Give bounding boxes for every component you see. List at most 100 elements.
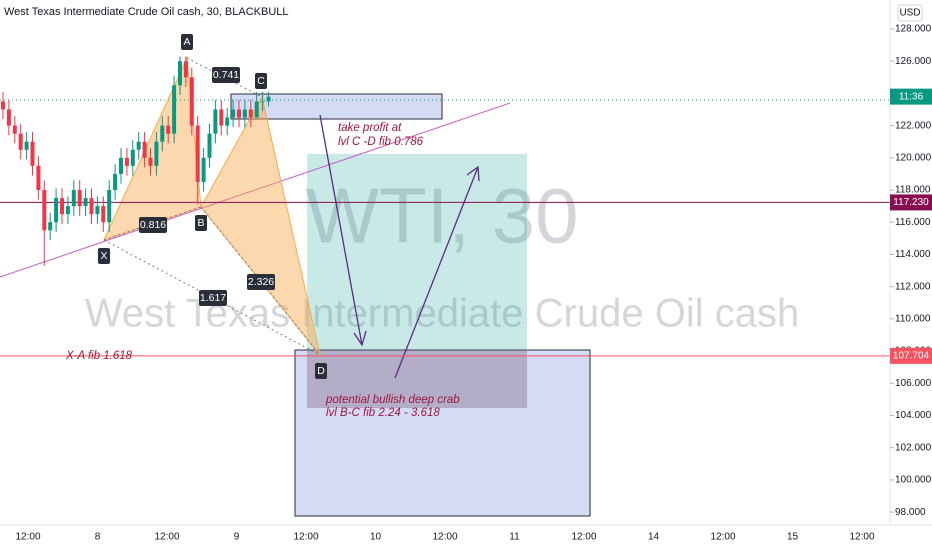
candle-body	[6, 109, 11, 126]
y-tick-label: 112.000	[895, 281, 931, 292]
point-label: B	[197, 217, 204, 229]
candle-body	[124, 157, 129, 166]
candle-body	[113, 173, 118, 191]
candle-body	[77, 190, 82, 207]
price-axis	[890, 0, 932, 550]
annotation: lvl C -D fib 0.786	[338, 136, 424, 148]
annotation: take profit at	[338, 122, 402, 134]
x-tick-label: 12:00	[154, 532, 179, 543]
x-tick-label: 14	[648, 532, 660, 543]
candle-body	[18, 133, 23, 150]
x-tick-label: 12:00	[849, 532, 874, 543]
y-tick-label: 110.000	[895, 314, 931, 325]
candle-body	[60, 198, 64, 215]
point-label: X	[100, 250, 107, 262]
price-line-tag	[890, 347, 932, 364]
x-tick-label: 12:00	[432, 532, 457, 543]
countdown: 11:36	[899, 91, 924, 102]
y-tick-label: 98.000	[895, 507, 926, 518]
candle-body	[48, 222, 53, 231]
candle-body	[142, 141, 147, 158]
candle-body	[83, 198, 88, 207]
x-tick-label: 15	[787, 532, 799, 543]
chart-title: West Texas Intermediate Crude Oil cash, …	[4, 6, 289, 18]
candle-body	[242, 109, 247, 118]
watermark-symbol: WTI, 30	[305, 172, 578, 260]
price-line-label: 107.704	[893, 350, 930, 361]
candle-body	[119, 157, 123, 174]
candle-body	[237, 109, 241, 118]
y-tick-label: 120.000	[895, 152, 932, 163]
candle-body	[160, 125, 165, 142]
last-price-tag	[890, 88, 932, 105]
candle-body	[248, 109, 253, 118]
currency: USD	[899, 8, 920, 19]
ratio-label: 2.326	[248, 276, 274, 288]
candle-body	[154, 141, 159, 166]
candle-body	[219, 109, 224, 126]
candle-body	[54, 198, 59, 223]
candle-body	[166, 125, 171, 134]
candle-body	[107, 190, 112, 223]
candle-body	[1, 101, 5, 110]
candle-body	[201, 157, 206, 182]
candle-body	[178, 61, 182, 86]
x-tick-label: 12:00	[293, 532, 318, 543]
x-tick-label: 11	[509, 532, 520, 543]
overlap-zone	[307, 350, 527, 408]
y-tick-label: 122.000	[895, 120, 932, 131]
ratio-label: 0.741	[213, 69, 239, 81]
x-tick-label: 12:00	[710, 532, 735, 543]
annotation: lvl B-C fib 2.24 - 3.618	[326, 407, 440, 419]
candle-body	[89, 198, 94, 215]
profit-zone	[307, 154, 527, 408]
candle-body	[12, 125, 17, 134]
candle-body	[266, 96, 271, 102]
x-tick-label: 12:00	[15, 532, 40, 543]
pattern-labels: X A B C D 0.741 0.816 1.617 2.326	[98, 34, 327, 379]
x-tick-label: 8	[95, 532, 101, 543]
x-tick-label: 10	[370, 532, 382, 543]
candle-body	[65, 206, 70, 215]
candle-body	[130, 149, 135, 166]
y-tick-label: 104.000	[895, 410, 932, 421]
candle-body	[71, 190, 76, 207]
y-tick-label: 102.000	[895, 442, 932, 453]
candle-body	[189, 77, 194, 126]
candle-body	[24, 141, 29, 150]
candle-body	[172, 85, 177, 134]
candle-body	[30, 141, 35, 166]
y-tick-label: 126.000	[895, 56, 932, 67]
price-line-tag	[890, 194, 932, 211]
candle-body	[195, 125, 200, 182]
candle-body	[225, 117, 230, 126]
annotation: X-A fib 1.618	[65, 350, 133, 362]
annotation: potential bullish deep crab	[325, 394, 460, 406]
candle-body	[42, 190, 47, 231]
ratio-label: 0.816	[140, 219, 166, 231]
y-tick-label: 106.000	[895, 378, 932, 389]
x-tick-label: 12:00	[571, 532, 596, 543]
trendline	[0, 102, 511, 278]
candle-body	[207, 133, 212, 158]
y-tick-label: 100.000	[895, 475, 932, 486]
ratio-label: 1.617	[200, 292, 226, 304]
point-label: D	[317, 365, 325, 377]
point-label: A	[183, 36, 190, 48]
point-label: C	[257, 75, 265, 87]
candle-body	[148, 157, 153, 166]
candle-body	[231, 109, 236, 118]
candle-body	[254, 101, 259, 118]
candle-body	[183, 61, 188, 78]
candle-body	[136, 141, 141, 150]
candle-body	[36, 165, 41, 191]
currency-box	[897, 4, 923, 22]
target-zone	[294, 349, 591, 517]
x-tick-label: 9	[234, 532, 240, 543]
candle-body	[260, 101, 265, 103]
y-tick-label: 114.000	[895, 249, 931, 260]
y-tick-label: 116.000	[895, 217, 931, 228]
candle-body	[213, 109, 218, 134]
